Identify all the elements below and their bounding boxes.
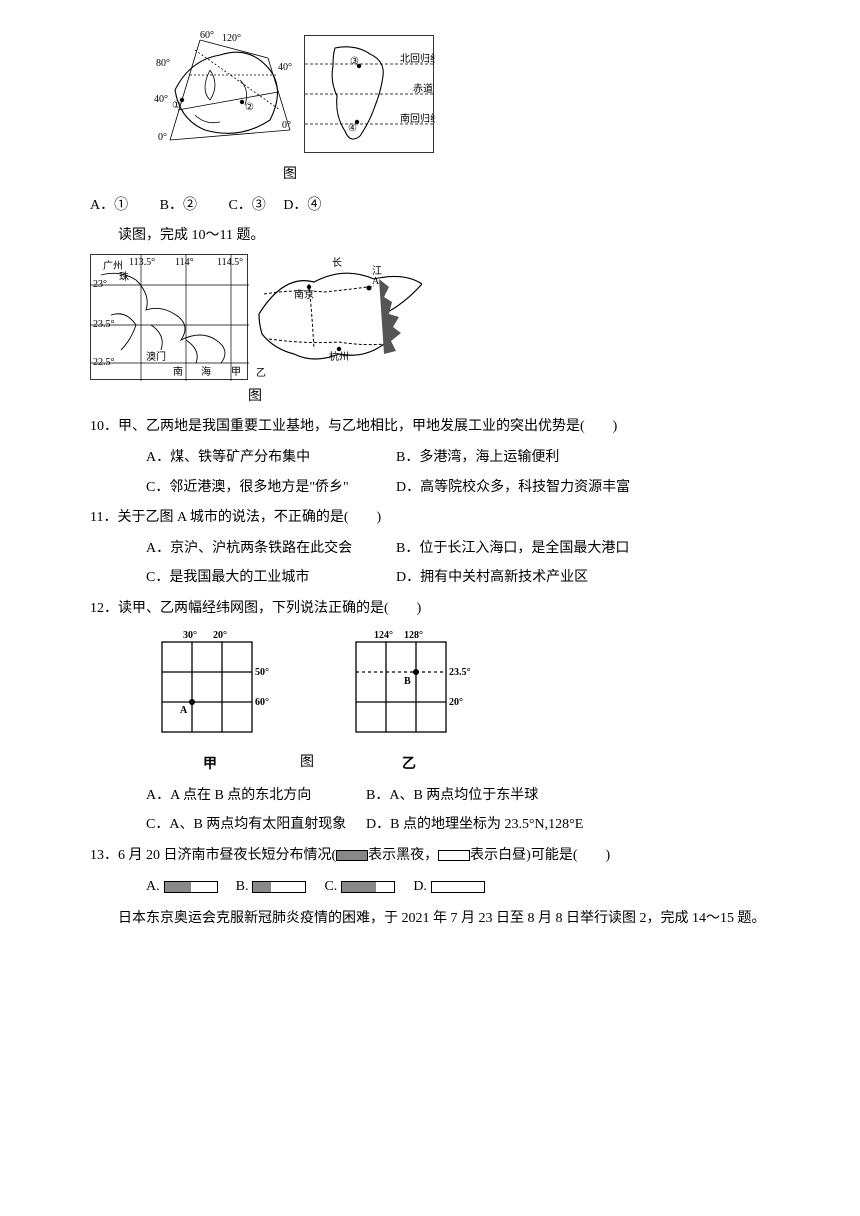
- q09-opt-b: B．②: [160, 198, 197, 213]
- svg-text:80°: 80°: [156, 58, 170, 69]
- svg-text:60°: 60°: [200, 30, 214, 41]
- q09-opt-d: D．④: [283, 198, 321, 213]
- svg-text:北回归线: 北回归线: [400, 52, 435, 65]
- svg-text:114.5°: 114.5°: [217, 257, 243, 268]
- q10-opt-c: C．邻近港澳，很多地方是"侨乡": [146, 475, 396, 502]
- svg-text:0°: 0°: [282, 120, 291, 131]
- svg-text:120°: 120°: [222, 33, 241, 44]
- svg-text:南回归线: 南回归线: [400, 112, 435, 125]
- svg-text:20°: 20°: [449, 697, 463, 708]
- q09-figure-row: 60° 120° 80° 40° 40° 0° 0° ① ②: [150, 30, 800, 189]
- q11-opt-a: A．京沪、沪杭两条铁路在此交会: [146, 536, 396, 563]
- q10-figure-row: 广州 113.5° 114° 114.5° 23° 23.5° 22.5° 珠 …: [90, 254, 800, 411]
- svg-text:114°: 114°: [175, 257, 194, 268]
- svg-text:30°: 30°: [183, 630, 197, 641]
- q10-options: A．煤、铁等矿产分布集中B．多港湾，海上运输便利 C．邻近港澳，很多地方是"侨乡…: [90, 445, 800, 501]
- q10-stem: 10．甲、乙两地是我国重要工业基地，与乙地相比，甲地发展工业的突出优势是( ): [90, 414, 800, 441]
- svg-text:A: A: [372, 276, 380, 287]
- svg-text:广州: 广州: [103, 260, 123, 272]
- q13-options: A. B. C. D.: [90, 874, 800, 901]
- svg-text:③: ③: [350, 56, 359, 67]
- q13-bar-a: [164, 881, 218, 893]
- svg-text:④: ④: [348, 123, 357, 134]
- q12-opt-c: C．A、B 两点均有太阳直射现象: [146, 812, 366, 839]
- svg-text:40°: 40°: [278, 62, 292, 73]
- svg-text:20°: 20°: [213, 630, 227, 641]
- q12-opt-b: B．A、B 两点均位于东半球: [366, 783, 538, 810]
- svg-text:甲: 甲: [231, 367, 241, 378]
- q13-opt-a: A.: [146, 874, 236, 901]
- svg-text:赤道: 赤道: [413, 82, 433, 95]
- q11-options: A．京沪、沪杭两条铁路在此交会B．位于长江入海口，是全国最大港口 C．是我国最大…: [90, 536, 800, 592]
- svg-text:60°: 60°: [255, 697, 269, 708]
- q09-options: A．① B．② C．③ D．④: [90, 193, 800, 220]
- q10-intro: 读图，完成 10～11 题。: [90, 223, 800, 250]
- q10-opt-d: D．高等院校众多，科技智力资源丰富: [396, 475, 630, 502]
- q11-opt-c: C．是我国最大的工业城市: [146, 565, 396, 592]
- svg-text:珠: 珠: [119, 270, 129, 283]
- svg-text:①: ①: [172, 100, 181, 111]
- svg-text:长: 长: [332, 257, 342, 269]
- svg-text:50°: 50°: [255, 667, 269, 678]
- q11-opt-b: B．位于长江入海口，是全国最大港口: [396, 536, 629, 563]
- svg-text:23°: 23°: [93, 279, 107, 290]
- svg-text:澳门: 澳门: [146, 350, 166, 363]
- q10-opt-b: B．多港湾，海上运输便利: [396, 445, 559, 472]
- q10-fig-right: 长 江 南京 A 杭州 乙: [254, 254, 426, 380]
- svg-text:南: 南: [173, 365, 183, 378]
- svg-text:128°: 128°: [404, 630, 423, 641]
- q12-grid-jia: 30° 20° 50° 60° A 甲: [150, 627, 270, 779]
- svg-text:23.5°: 23.5°: [449, 667, 471, 678]
- q10-opt-a: A．煤、铁等矿产分布集中: [146, 445, 396, 472]
- svg-text:23.5°: 23.5°: [93, 319, 115, 330]
- q12-yi-cap: 乙: [344, 752, 474, 779]
- svg-text:杭州: 杭州: [329, 350, 349, 363]
- q09-opt-a: A．①: [90, 198, 128, 213]
- svg-text:乙: 乙: [256, 367, 266, 379]
- svg-text:124°: 124°: [374, 630, 393, 641]
- q10-fig-left: 广州 113.5° 114° 114.5° 23° 23.5° 22.5° 珠 …: [90, 254, 248, 380]
- svg-text:0°: 0°: [158, 132, 167, 143]
- svg-text:113.5°: 113.5°: [129, 257, 155, 268]
- q09-fig-left: 60° 120° 80° 40° 40° 0° 0° ① ②: [150, 30, 298, 158]
- q12-grid-yi: 124° 128° 23.5° 20° B 乙: [344, 627, 474, 779]
- q12-stem: 12．读甲、乙两幅经纬网图，下列说法正确的是( ): [90, 596, 800, 623]
- q14-intro: 日本东京奥运会克服新冠肺炎疫情的困难，于 2021 年 7 月 23 日至 8 …: [90, 906, 800, 933]
- q11-opt-d: D．拥有中关村高新技术产业区: [396, 565, 588, 592]
- q12-opt-a: A．A 点在 B 点的东北方向: [146, 783, 366, 810]
- q11-stem: 11．关于乙图 A 城市的说法，不正确的是( ): [90, 505, 800, 532]
- q12-center-caption: 图: [300, 750, 314, 779]
- svg-text:40°: 40°: [154, 94, 168, 105]
- q13-opt-c: C.: [324, 874, 413, 901]
- q13-bar-b: [252, 881, 306, 893]
- q13-stem: 13．6 月 20 日济南市昼夜长短分布情况(表示黑夜，表示白昼)可能是( ): [90, 843, 800, 870]
- svg-text:22.5°: 22.5°: [93, 357, 115, 368]
- q09-fig-caption: 图: [150, 162, 430, 189]
- q12-jia-cap: 甲: [150, 752, 270, 779]
- q09-opt-c: C．③: [228, 198, 265, 213]
- legend-light-icon: [438, 850, 470, 861]
- q12-figure-row: 30° 20° 50° 60° A 甲 图 124° 128° 23.5°: [150, 627, 800, 779]
- svg-text:B: B: [404, 676, 411, 687]
- q13-opt-b: B.: [236, 874, 325, 901]
- q13-bar-d: [431, 881, 485, 893]
- svg-text:A: A: [180, 705, 188, 716]
- q13-opt-d: D.: [413, 874, 503, 901]
- q10-fig-caption: 图: [90, 384, 420, 411]
- svg-text:②: ②: [245, 102, 254, 113]
- q12-options: A．A 点在 B 点的东北方向B．A、B 两点均位于东半球 C．A、B 两点均有…: [90, 783, 800, 839]
- q09-fig-right: ③ ④ 北回归线 赤道 南回归线: [304, 35, 434, 153]
- q12-opt-d: D．B 点的地理坐标为 23.5°N,128°E: [366, 812, 583, 839]
- svg-text:海: 海: [201, 365, 211, 378]
- q13-bar-c: [341, 881, 395, 893]
- svg-text:南京: 南京: [294, 288, 314, 301]
- legend-dark-icon: [336, 850, 368, 861]
